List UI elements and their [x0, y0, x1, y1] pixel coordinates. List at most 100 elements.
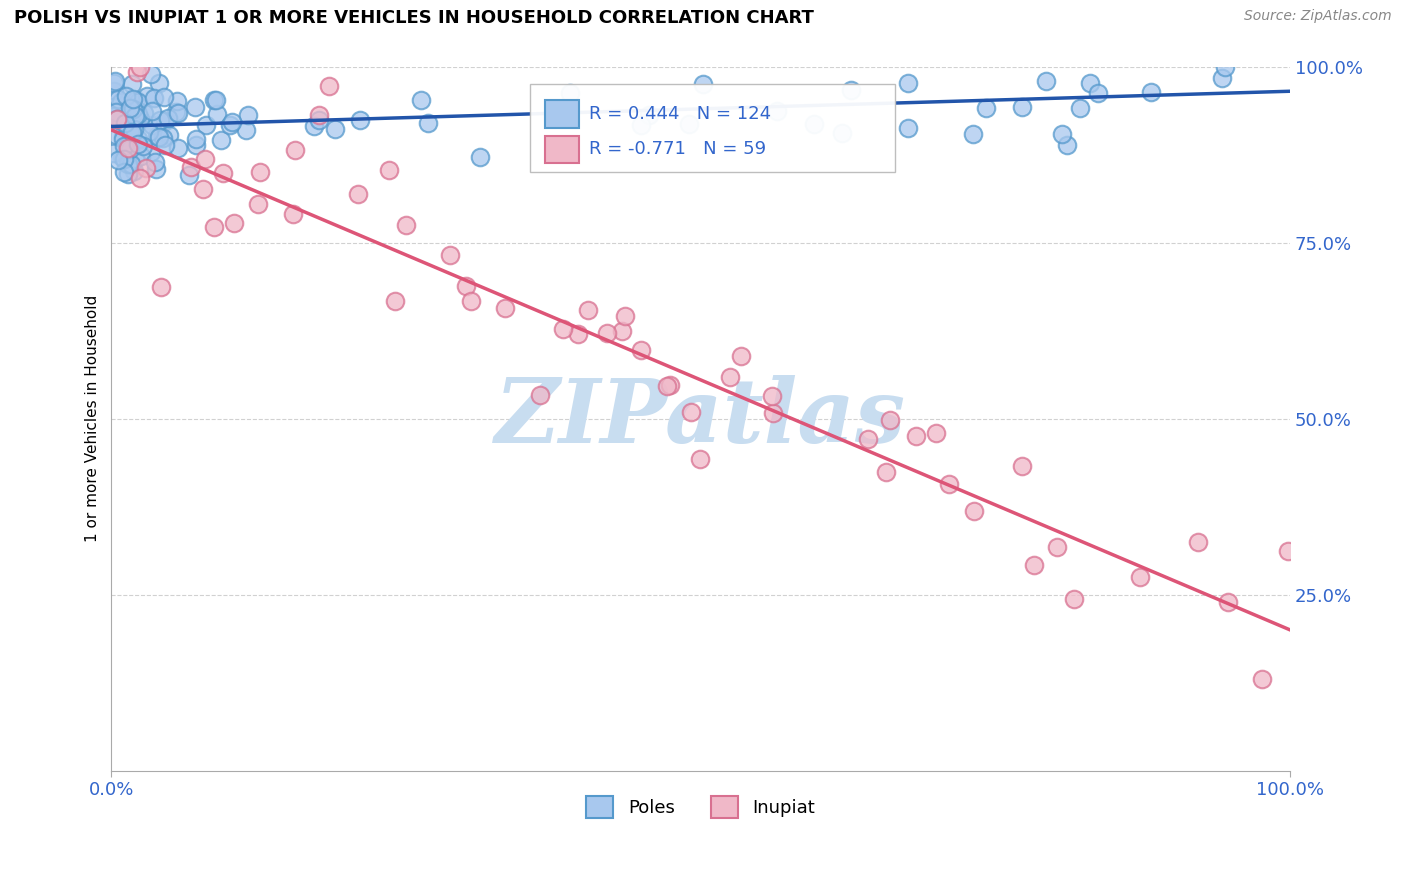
Point	[1022, 558, 1045, 572]
FancyBboxPatch shape	[530, 84, 896, 172]
Point	[897, 121, 920, 136]
Point	[219, 118, 242, 132]
Point	[156, 111, 179, 125]
Point	[108, 103, 131, 118]
Point	[195, 119, 218, 133]
Point	[567, 327, 589, 342]
Point	[249, 165, 271, 179]
Point	[110, 114, 132, 128]
Point	[235, 122, 257, 136]
Point	[207, 107, 229, 121]
Point	[904, 429, 927, 443]
Point	[105, 112, 128, 126]
Point	[1250, 672, 1272, 686]
Point	[141, 118, 163, 132]
Point	[236, 108, 259, 122]
Point	[803, 117, 825, 131]
Point	[762, 406, 785, 420]
Point	[418, 115, 440, 129]
Point	[114, 139, 136, 153]
Point	[165, 105, 187, 120]
Point	[142, 91, 165, 105]
Point	[761, 389, 783, 403]
Point	[167, 105, 190, 120]
Point	[630, 118, 652, 132]
Point	[117, 167, 139, 181]
Point	[657, 379, 679, 393]
Point	[101, 100, 124, 114]
Point	[104, 73, 127, 87]
Point	[129, 60, 152, 74]
Text: Source: ZipAtlas.com: Source: ZipAtlas.com	[1244, 9, 1392, 23]
Point	[141, 103, 163, 118]
Legend: Poles, Inupiat: Poles, Inupiat	[579, 789, 823, 825]
Point	[120, 157, 142, 171]
Point	[112, 128, 135, 143]
Point	[1078, 76, 1101, 90]
Point	[875, 466, 897, 480]
Point	[103, 145, 125, 160]
Point	[596, 326, 619, 340]
Point	[576, 302, 599, 317]
FancyBboxPatch shape	[546, 136, 579, 163]
Point	[1213, 60, 1236, 74]
Point	[678, 117, 700, 131]
Point	[247, 196, 270, 211]
Point	[117, 141, 139, 155]
Point	[114, 146, 136, 161]
Point	[194, 152, 217, 166]
Point	[202, 93, 225, 107]
Point	[122, 103, 145, 117]
Point	[136, 88, 159, 103]
Point	[105, 112, 128, 126]
Point	[395, 219, 418, 233]
Point	[191, 182, 214, 196]
Point	[124, 152, 146, 166]
Point	[128, 112, 150, 126]
Point	[110, 95, 132, 110]
Point	[1087, 86, 1109, 100]
Point	[124, 109, 146, 123]
Point	[938, 477, 960, 491]
Point	[103, 105, 125, 120]
Point	[148, 129, 170, 144]
Point	[211, 166, 233, 180]
Point	[132, 106, 155, 120]
Point	[308, 112, 330, 127]
Point	[879, 412, 901, 426]
Point	[121, 77, 143, 91]
Point	[439, 248, 461, 262]
Point	[127, 95, 149, 109]
Point	[117, 135, 139, 149]
Point	[121, 115, 143, 129]
Point	[839, 83, 862, 97]
Point	[127, 131, 149, 145]
Point	[1052, 127, 1074, 141]
Point	[718, 370, 741, 384]
Point	[689, 452, 711, 467]
Point	[962, 127, 984, 141]
Point	[117, 157, 139, 171]
Point	[186, 137, 208, 152]
Point	[150, 280, 173, 294]
Point	[1063, 592, 1085, 607]
Point	[108, 117, 131, 131]
Point	[107, 153, 129, 167]
Point	[730, 349, 752, 363]
Point	[204, 220, 226, 235]
Point	[177, 168, 200, 182]
Point	[180, 160, 202, 174]
Text: ZIPatlas: ZIPatlas	[495, 376, 907, 462]
Point	[411, 94, 433, 108]
Point	[167, 141, 190, 155]
Point	[221, 115, 243, 129]
Point	[115, 139, 138, 153]
Point	[143, 155, 166, 169]
Point	[1035, 74, 1057, 88]
Point	[349, 113, 371, 128]
Point	[127, 65, 149, 79]
Point	[152, 131, 174, 145]
Point	[1069, 102, 1091, 116]
Point	[529, 388, 551, 402]
Point	[122, 119, 145, 133]
